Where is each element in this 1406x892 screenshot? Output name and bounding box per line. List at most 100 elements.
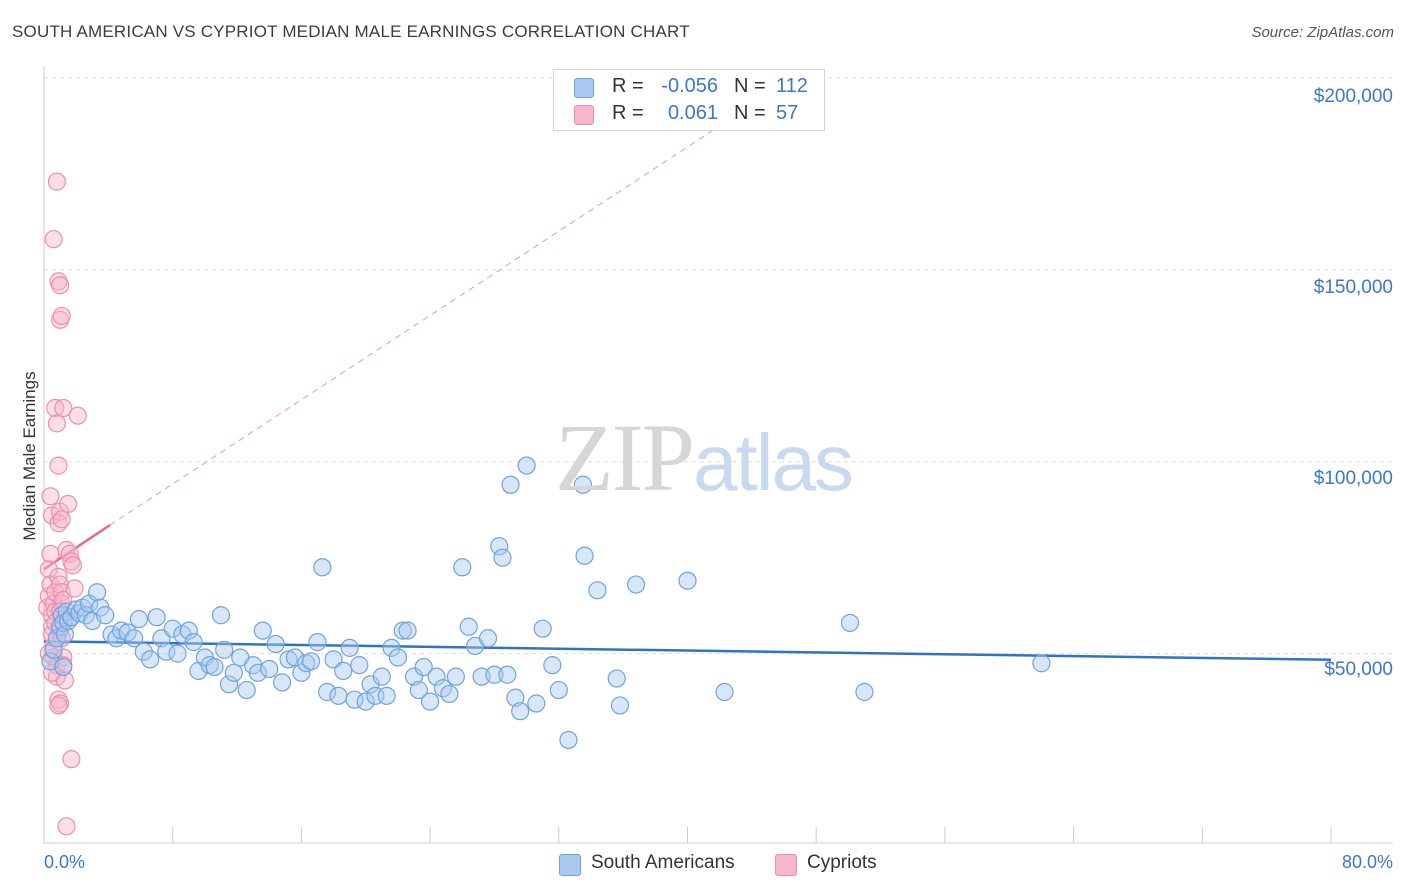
point-south-american xyxy=(163,619,182,638)
point-cypriot xyxy=(65,579,84,598)
point-south-american xyxy=(559,730,578,750)
n-value: 57 xyxy=(776,102,799,124)
point-cypriot xyxy=(54,398,73,418)
point-south-american xyxy=(211,606,231,625)
point-cypriot xyxy=(49,567,68,586)
point-south-american xyxy=(506,688,525,707)
point-south-american xyxy=(44,640,63,659)
correlation-legend: R = -0.056 N = 112 R = 0.061 N = 57 xyxy=(553,69,825,131)
point-south-american xyxy=(179,621,198,640)
point-south-american xyxy=(549,680,568,700)
point-south-american xyxy=(272,673,292,692)
y-tick-label: $50,000 xyxy=(1324,659,1393,680)
grid xyxy=(44,77,1393,655)
r-label: R = xyxy=(612,102,644,124)
point-cypriot xyxy=(60,544,79,563)
point-cypriot xyxy=(57,817,76,836)
point-south-american xyxy=(96,606,115,625)
point-south-american xyxy=(393,621,412,640)
point-cypriot xyxy=(49,696,68,715)
point-south-american xyxy=(147,608,166,627)
point-south-american xyxy=(517,456,536,475)
point-south-american xyxy=(404,667,424,686)
y-tick-label: $200,000 xyxy=(1313,86,1393,107)
point-south-american xyxy=(414,657,433,677)
point-south-american xyxy=(279,650,298,669)
point-south-american xyxy=(313,558,332,577)
point-south-american xyxy=(377,686,396,705)
point-cypriot xyxy=(42,663,62,682)
point-south-american xyxy=(446,667,465,686)
n-label: N = xyxy=(734,102,766,124)
r-value: -0.056 xyxy=(661,75,718,97)
data-points xyxy=(38,172,1051,836)
point-south-american xyxy=(421,692,440,711)
point-south-american xyxy=(543,656,562,675)
point-south-american xyxy=(840,613,860,633)
point-south-american xyxy=(715,682,734,702)
point-south-american xyxy=(141,650,160,669)
point-cypriot xyxy=(41,544,60,563)
point-cypriot xyxy=(52,510,71,529)
point-south-american xyxy=(219,675,239,694)
point-south-american xyxy=(607,669,626,688)
point-south-american xyxy=(350,656,369,675)
watermark-atlas: atlas xyxy=(693,418,854,507)
point-south-american xyxy=(453,558,472,577)
y-tick-label: $150,000 xyxy=(1313,277,1393,298)
point-south-american xyxy=(382,638,401,657)
point-cypriot xyxy=(47,172,66,191)
point-south-american xyxy=(575,546,594,565)
point-south-american xyxy=(87,583,107,602)
watermark-zip: ZIP xyxy=(555,404,695,511)
r-value: 0.061 xyxy=(667,102,718,124)
point-south-american xyxy=(501,475,520,494)
point-south-american xyxy=(266,634,285,654)
point-south-american xyxy=(129,609,149,629)
y-axis-label: Median Male Earnings xyxy=(20,371,39,541)
point-south-american xyxy=(610,696,630,715)
point-cypriot xyxy=(41,487,60,506)
point-south-american xyxy=(329,686,348,705)
point-south-american xyxy=(398,621,417,640)
legend-swatch xyxy=(775,854,797,876)
point-south-american xyxy=(157,642,176,661)
point-south-american xyxy=(855,682,874,702)
x-tick-label-max: 80.0% xyxy=(1341,852,1393,872)
point-south-american xyxy=(440,684,459,704)
point-south-american xyxy=(356,692,375,711)
legend-row-cypriots: R = 0.061 N = 57 xyxy=(554,102,824,128)
point-south-american xyxy=(205,657,224,677)
point-south-american xyxy=(308,633,327,652)
point-south-american xyxy=(485,665,504,684)
point-south-american xyxy=(55,625,75,644)
point-south-american xyxy=(490,537,509,556)
trend-line-cypriots-extended xyxy=(109,104,753,526)
trend-line-south-americans xyxy=(43,640,1332,662)
point-south-american xyxy=(573,475,593,494)
point-south-american xyxy=(224,663,243,682)
point-south-american xyxy=(459,617,478,636)
point-south-american xyxy=(334,661,353,680)
point-south-american xyxy=(493,548,512,567)
legend-swatch xyxy=(574,78,594,98)
point-south-american xyxy=(678,571,697,590)
point-south-american xyxy=(248,663,268,682)
point-cypriot xyxy=(47,414,66,433)
point-south-american xyxy=(527,694,546,713)
point-cypriot xyxy=(39,560,58,579)
legend-swatch xyxy=(559,854,581,876)
legend-swatch xyxy=(574,105,594,125)
point-south-american xyxy=(253,621,272,640)
point-south-american xyxy=(184,633,203,652)
point-cypriot xyxy=(44,230,63,249)
point-south-american xyxy=(409,680,428,700)
point-south-american xyxy=(237,680,256,700)
point-south-american xyxy=(427,667,446,686)
n-value: 112 xyxy=(776,75,808,97)
point-south-american xyxy=(168,644,187,663)
watermark: ZIPatlas xyxy=(555,402,854,513)
point-south-american xyxy=(54,657,73,677)
chart-title: SOUTH AMERICAN VS CYPRIOT MEDIAN MALE EA… xyxy=(12,22,690,41)
